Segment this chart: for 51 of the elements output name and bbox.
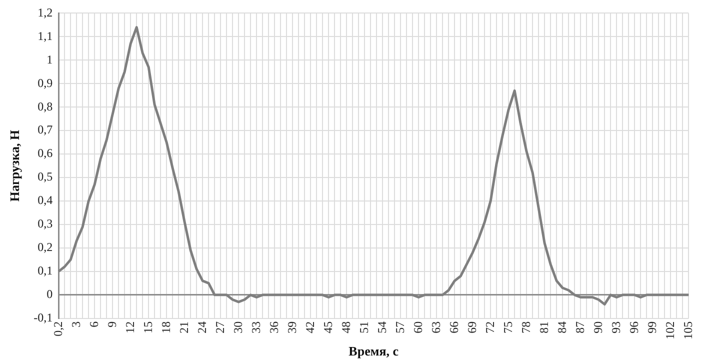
x-tick-label: 3 <box>68 321 83 328</box>
x-tick-label: 84 <box>554 321 569 334</box>
x-tick-label: 63 <box>428 321 443 334</box>
x-tick-label: 66 <box>446 321 461 334</box>
y-tick-label: -0,1 <box>34 310 53 325</box>
y-axis-title: Нагрузка, Н <box>7 130 22 202</box>
x-tick-label: 51 <box>356 321 371 334</box>
x-tick-label: 27 <box>212 321 227 334</box>
y-tick-label: 0,6 <box>38 146 53 160</box>
x-tick-label: 87 <box>572 321 587 334</box>
x-tick-label: 54 <box>374 321 389 334</box>
x-tick-label: 99 <box>644 321 659 334</box>
y-tick-label: 0,5 <box>38 170 53 184</box>
y-tick-label: 0,1 <box>38 264 53 278</box>
x-tick-label: 45 <box>320 321 335 334</box>
x-tick-label: 57 <box>392 321 407 334</box>
x-tick-label: 105 <box>680 321 695 340</box>
x-tick-label: 36 <box>266 321 281 334</box>
x-tick-label: 48 <box>338 321 353 334</box>
x-tick-label: 39 <box>284 321 299 334</box>
y-tick-label: 0 <box>46 287 53 302</box>
x-axis-title: Время, с <box>348 344 399 359</box>
x-tick-label: 18 <box>158 321 173 334</box>
y-tick-label: 1,1 <box>38 28 53 43</box>
x-tick-label: 9 <box>104 321 119 328</box>
x-tick-label: 78 <box>518 321 533 334</box>
x-tick-label: 60 <box>410 321 425 334</box>
x-tick-label: 81 <box>536 321 551 334</box>
x-tick-label: 69 <box>464 321 479 334</box>
x-tick-label: 42 <box>302 321 317 334</box>
y-tick-label: 1 <box>46 52 53 66</box>
x-tick-label: 24 <box>194 321 209 334</box>
y-tick-label: 1,2 <box>38 5 53 20</box>
y-tick-label: 0,3 <box>38 216 53 231</box>
x-tick-label: 21 <box>176 321 191 334</box>
y-tick-label: 0,2 <box>38 240 53 254</box>
x-tick-label: 90 <box>590 321 605 334</box>
x-tick-label: 102 <box>662 321 677 340</box>
y-tick-label: 0,7 <box>38 122 53 137</box>
x-tick-label: 93 <box>608 321 623 334</box>
y-tick-label: 0,4 <box>38 193 53 208</box>
x-tick-label: 33 <box>248 321 263 334</box>
x-tick-label: 30 <box>230 321 245 334</box>
x-tick-label: 6 <box>86 321 101 328</box>
x-tick-label: 72 <box>482 321 497 334</box>
x-tick-label: 12 <box>122 321 137 334</box>
x-tick-label: 96 <box>626 321 641 334</box>
x-tick-label: 75 <box>500 321 515 334</box>
x-tick-label: 15 <box>140 321 155 334</box>
y-tick-label: 0,9 <box>38 76 53 90</box>
y-tick-label: 0,8 <box>38 99 53 114</box>
